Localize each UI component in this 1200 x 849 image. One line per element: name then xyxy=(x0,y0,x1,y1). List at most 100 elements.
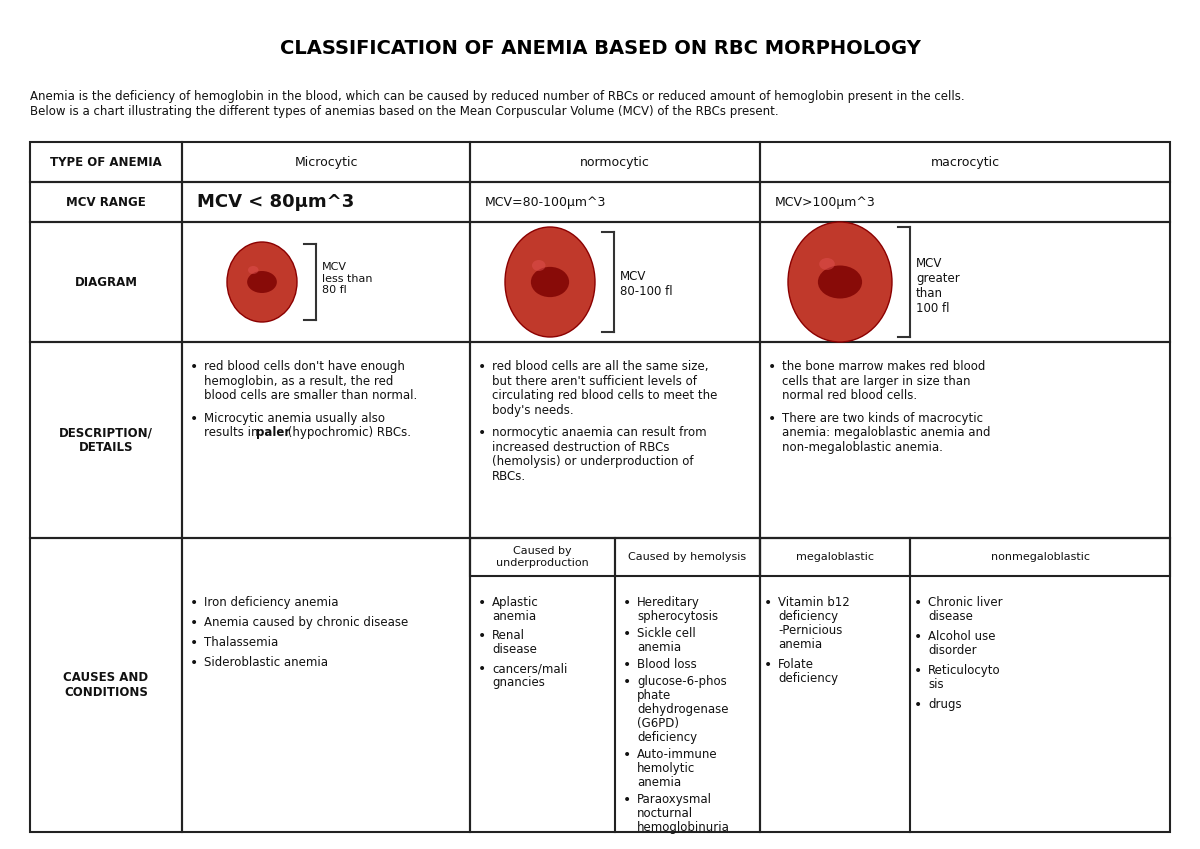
Text: •: • xyxy=(768,360,776,374)
Text: phate: phate xyxy=(637,689,671,702)
Text: Chronic liver: Chronic liver xyxy=(928,596,1003,609)
Text: DIAGRAM: DIAGRAM xyxy=(74,275,138,289)
Text: sis: sis xyxy=(928,678,943,691)
Text: hemolytic: hemolytic xyxy=(637,762,695,775)
Bar xyxy=(30,342,182,538)
Text: disorder: disorder xyxy=(928,644,977,657)
Text: normal red blood cells.: normal red blood cells. xyxy=(782,389,917,402)
Text: red blood cells don't have enough: red blood cells don't have enough xyxy=(204,360,404,373)
Text: Thalassemia: Thalassemia xyxy=(204,636,278,649)
Text: body's needs.: body's needs. xyxy=(492,403,574,417)
Text: There are two kinds of macrocytic: There are two kinds of macrocytic xyxy=(782,412,983,424)
Text: •: • xyxy=(190,616,198,630)
Bar xyxy=(182,222,470,342)
Text: •: • xyxy=(623,658,631,672)
Text: (G6PD): (G6PD) xyxy=(637,717,679,730)
Bar xyxy=(30,142,182,182)
Text: nonmegaloblastic: nonmegaloblastic xyxy=(990,552,1090,562)
Text: normocytic anaemia can result from: normocytic anaemia can result from xyxy=(492,426,707,439)
Text: deficiency: deficiency xyxy=(637,731,697,744)
Text: CAUSES AND
CONDITIONS: CAUSES AND CONDITIONS xyxy=(64,671,149,699)
Text: drugs: drugs xyxy=(928,698,961,711)
Text: Folate: Folate xyxy=(778,658,814,671)
Text: •: • xyxy=(190,636,198,650)
Text: •: • xyxy=(623,748,631,762)
Text: Below is a chart illustrating the different types of anemias based on the Mean C: Below is a chart illustrating the differ… xyxy=(30,105,779,118)
Bar xyxy=(760,182,1170,222)
Text: glucose-6-phos: glucose-6-phos xyxy=(637,675,727,688)
Text: TYPE OF ANEMIA: TYPE OF ANEMIA xyxy=(50,155,162,168)
Text: Auto-immune: Auto-immune xyxy=(637,748,718,761)
Bar xyxy=(470,538,760,832)
Text: Reticulocyto: Reticulocyto xyxy=(928,664,1001,677)
Text: •: • xyxy=(478,360,486,374)
Text: cells that are larger in size than: cells that are larger in size than xyxy=(782,374,971,387)
Text: •: • xyxy=(623,627,631,641)
Text: Sickle cell: Sickle cell xyxy=(637,627,696,640)
Text: •: • xyxy=(623,596,631,610)
Text: •: • xyxy=(623,793,631,807)
Ellipse shape xyxy=(505,227,595,337)
Text: non-megaloblastic anemia.: non-megaloblastic anemia. xyxy=(782,441,943,453)
Bar xyxy=(470,222,760,342)
Text: •: • xyxy=(478,662,486,676)
Bar xyxy=(182,142,470,182)
Ellipse shape xyxy=(247,271,277,293)
Text: anemia: anemia xyxy=(778,638,822,651)
Text: MCV RANGE: MCV RANGE xyxy=(66,195,146,209)
Text: RBCs.: RBCs. xyxy=(492,469,526,482)
Text: megaloblastic: megaloblastic xyxy=(796,552,874,562)
Text: anemia: anemia xyxy=(492,610,536,623)
Ellipse shape xyxy=(818,266,862,299)
Text: macrocytic: macrocytic xyxy=(930,155,1000,168)
Bar xyxy=(616,538,760,576)
Text: deficiency: deficiency xyxy=(778,610,838,623)
Text: •: • xyxy=(914,664,923,678)
Text: Caused by hemolysis: Caused by hemolysis xyxy=(629,552,746,562)
Text: •: • xyxy=(190,656,198,670)
Text: the bone marrow makes red blood: the bone marrow makes red blood xyxy=(782,360,985,373)
Text: Vitamin b12: Vitamin b12 xyxy=(778,596,850,609)
Text: DESCRIPTION/
DETAILS: DESCRIPTION/ DETAILS xyxy=(59,426,152,454)
Ellipse shape xyxy=(227,242,298,322)
Text: anemia: megaloblastic anemia and: anemia: megaloblastic anemia and xyxy=(782,426,990,439)
Bar xyxy=(30,182,182,222)
Text: •: • xyxy=(478,596,486,610)
Text: disease: disease xyxy=(492,643,536,656)
Text: •: • xyxy=(190,412,198,425)
Text: MCV
greater
than
100 fl: MCV greater than 100 fl xyxy=(916,257,960,315)
Text: but there aren't sufficient levels of: but there aren't sufficient levels of xyxy=(492,374,697,387)
Text: Aplastic: Aplastic xyxy=(492,596,539,609)
Text: CLASSIFICATION OF ANEMIA BASED ON RBC MORPHOLOGY: CLASSIFICATION OF ANEMIA BASED ON RBC MO… xyxy=(280,38,920,58)
Text: spherocytosis: spherocytosis xyxy=(637,610,718,623)
Bar xyxy=(182,182,470,222)
Text: •: • xyxy=(190,360,198,374)
Text: gnancies: gnancies xyxy=(492,676,545,689)
Text: anemia: anemia xyxy=(637,641,682,654)
Text: •: • xyxy=(914,630,923,644)
Bar xyxy=(182,538,470,832)
Text: •: • xyxy=(764,658,773,672)
Text: blood cells are smaller than normal.: blood cells are smaller than normal. xyxy=(204,389,418,402)
Text: Anemia caused by chronic disease: Anemia caused by chronic disease xyxy=(204,616,408,629)
Text: (hypochromic) RBCs.: (hypochromic) RBCs. xyxy=(284,426,410,439)
Bar xyxy=(182,342,470,538)
Bar xyxy=(910,538,1170,576)
Text: •: • xyxy=(190,596,198,610)
Bar xyxy=(470,142,760,182)
Text: cancers/mali: cancers/mali xyxy=(492,662,568,675)
Text: circulating red blood cells to meet the: circulating red blood cells to meet the xyxy=(492,389,718,402)
Text: MCV
80-100 fl: MCV 80-100 fl xyxy=(620,270,673,298)
Text: Blood loss: Blood loss xyxy=(637,658,697,671)
Text: Renal: Renal xyxy=(492,629,526,642)
Text: (hemolysis) or underproduction of: (hemolysis) or underproduction of xyxy=(492,455,694,468)
Text: disease: disease xyxy=(928,610,973,623)
Bar xyxy=(760,142,1170,182)
Text: increased destruction of RBCs: increased destruction of RBCs xyxy=(492,441,670,453)
Ellipse shape xyxy=(532,260,546,271)
Text: •: • xyxy=(478,426,486,441)
Text: •: • xyxy=(478,629,486,643)
Bar xyxy=(30,538,182,832)
Bar xyxy=(470,182,760,222)
Text: Iron deficiency anemia: Iron deficiency anemia xyxy=(204,596,338,609)
